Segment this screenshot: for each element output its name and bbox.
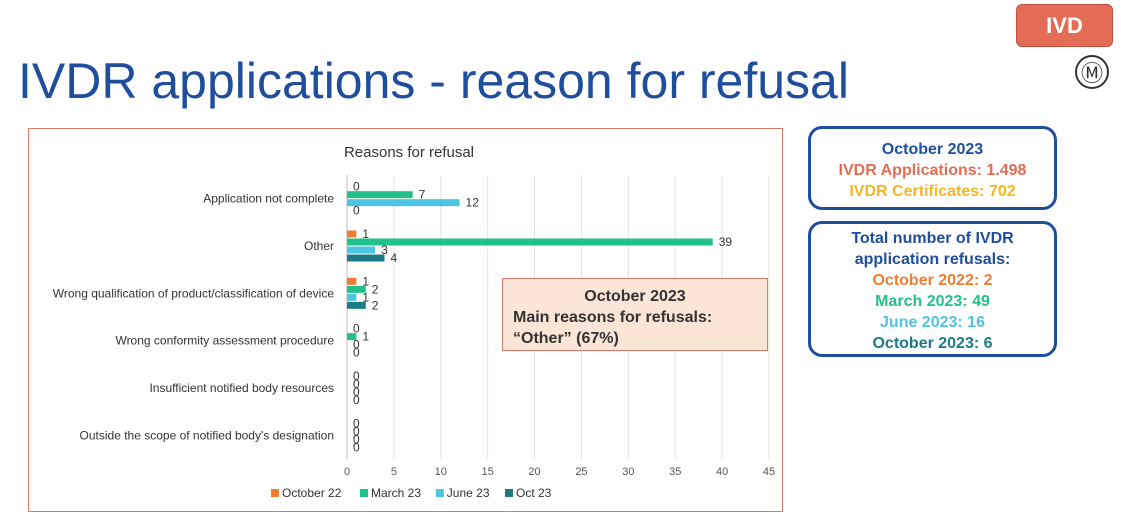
data-label: 0: [353, 440, 360, 454]
data-label: 0: [353, 393, 360, 407]
refusals-title-2: application refusals:: [854, 251, 1011, 268]
category-label: Outside the scope of notified body's des…: [80, 428, 334, 442]
data-label: 0: [353, 424, 360, 438]
chart-panel: Reasons for refusal 0 5 10 15 20 25 30 35 40 45 App…: [28, 128, 783, 512]
data-label: 0: [353, 416, 360, 430]
summary-applications: IVDR Applications: 1.498: [838, 162, 1027, 179]
x-tick-label: 45: [763, 466, 775, 478]
x-tick-label: 30: [622, 466, 634, 478]
legend-label: June 23: [447, 486, 490, 500]
data-label: 0: [353, 385, 360, 399]
page-title: IVDR applications - reason for refusal: [18, 53, 849, 109]
legend-swatch: [360, 489, 368, 497]
data-label: 0: [353, 180, 360, 194]
data-label: 0: [353, 369, 360, 383]
refusals-jun23: June 2023: 16: [880, 314, 985, 331]
x-tick-label: 5: [391, 466, 397, 478]
legend-swatch: [271, 489, 279, 497]
x-tick-label: 10: [435, 466, 447, 478]
x-tick-label: 40: [716, 466, 728, 478]
category-label: Application not complete: [203, 192, 334, 206]
x-tick-label: 20: [528, 466, 540, 478]
data-label: 39: [719, 235, 733, 249]
legend-label: March 23: [371, 486, 421, 500]
data-label: 1: [362, 227, 369, 241]
bar: [347, 333, 357, 341]
bar: [347, 301, 366, 309]
data-label: 1: [362, 274, 369, 288]
legend-swatch: [435, 489, 444, 497]
summary-box: October 2023 IVDR Applications: 1.498 IV…: [808, 126, 1057, 210]
category-label: Insufficient notified body resources: [149, 381, 334, 395]
bar: [347, 285, 366, 293]
legend-label: Oct 23: [516, 486, 552, 500]
data-label: 0: [353, 338, 360, 352]
x-tick-label: 25: [575, 466, 587, 478]
data-label: 0: [353, 322, 360, 336]
refusals-oct23: October 2023: 6: [872, 335, 993, 352]
x-tick-label: 0: [344, 466, 350, 478]
refusals-total-box: Total number of IVDR application refusal…: [808, 221, 1057, 357]
x-tick-label: 35: [669, 466, 681, 478]
data-label: 0: [353, 346, 360, 360]
category-label: Other: [304, 239, 334, 253]
data-label: 4: [391, 251, 398, 265]
refusals-title-1: Total number of IVDR: [851, 230, 1014, 247]
callout-line-1: Main reasons for refusals:: [513, 309, 713, 326]
ivd-badge: IVD: [1016, 4, 1113, 47]
data-label: 1: [362, 290, 369, 304]
bar: [347, 293, 357, 301]
bar: [347, 238, 713, 246]
refusals-oct22: October 2022: 2: [872, 272, 993, 289]
x-tick-label: 15: [482, 466, 494, 478]
callout-line-2: “Other” (67%): [513, 330, 619, 347]
summary-certificates: IVDR Certificates: 702: [849, 183, 1016, 200]
callout-title: October 2023: [584, 288, 686, 305]
bar: [347, 230, 357, 238]
data-label: 1: [362, 330, 369, 344]
bar: [347, 191, 413, 199]
summary-title: October 2023: [881, 141, 984, 158]
data-label: 0: [353, 377, 360, 391]
refusals-mar23: March 2023: 49: [875, 293, 990, 310]
bar: [347, 246, 376, 254]
category-label: Wrong qualification of product/classific…: [53, 286, 335, 300]
category-label: Wrong conformity assessment procedure: [115, 334, 334, 348]
bar: [347, 254, 385, 262]
circled-m-logo-icon: Ⓜ: [1075, 55, 1109, 89]
data-label: 0: [353, 204, 360, 218]
data-label: 2: [372, 298, 379, 312]
data-label: 12: [466, 196, 480, 210]
data-label: 0: [353, 432, 360, 446]
main-reasons-callout: October 2023 Main reasons for refusals: …: [502, 278, 768, 351]
bar: [347, 277, 357, 285]
data-label: 3: [381, 243, 388, 257]
data-label: 2: [372, 282, 379, 296]
bar: [347, 199, 460, 207]
legend-label: October 22: [282, 486, 342, 500]
data-label: 7: [419, 188, 426, 202]
chart-title: Reasons for refusal: [344, 144, 474, 161]
legend-swatch: [505, 489, 513, 497]
